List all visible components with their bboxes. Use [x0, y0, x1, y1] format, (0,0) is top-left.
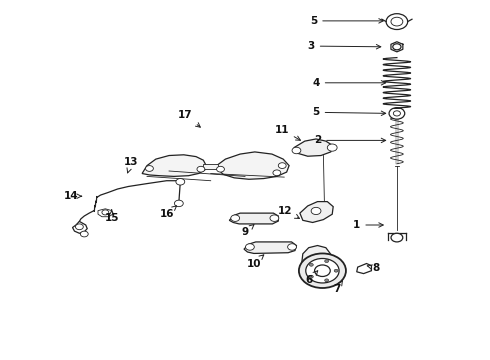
Circle shape — [306, 258, 339, 283]
Text: 11: 11 — [274, 125, 300, 140]
Polygon shape — [229, 213, 278, 224]
Circle shape — [80, 231, 88, 237]
Text: 12: 12 — [278, 206, 299, 219]
Circle shape — [174, 200, 183, 207]
Circle shape — [389, 108, 405, 119]
Circle shape — [386, 14, 408, 30]
Text: 9: 9 — [242, 225, 254, 237]
Text: 14: 14 — [64, 191, 81, 201]
Text: 7: 7 — [333, 281, 343, 294]
Circle shape — [270, 215, 279, 221]
Circle shape — [391, 233, 403, 242]
Text: 1: 1 — [353, 220, 383, 230]
Text: 5: 5 — [310, 16, 383, 26]
Polygon shape — [142, 155, 206, 176]
Polygon shape — [301, 246, 332, 284]
Circle shape — [273, 170, 281, 176]
Polygon shape — [98, 209, 113, 217]
Circle shape — [309, 264, 313, 266]
Circle shape — [325, 279, 329, 282]
Polygon shape — [300, 202, 333, 222]
Circle shape — [217, 166, 224, 172]
Circle shape — [176, 179, 185, 185]
Text: 3: 3 — [308, 41, 381, 51]
Text: 8: 8 — [367, 263, 380, 273]
Circle shape — [292, 147, 301, 154]
Circle shape — [197, 166, 205, 172]
Circle shape — [334, 269, 338, 272]
Text: 17: 17 — [178, 110, 200, 127]
Polygon shape — [244, 242, 296, 253]
Polygon shape — [203, 164, 218, 169]
Circle shape — [325, 260, 329, 262]
Polygon shape — [357, 264, 371, 274]
Circle shape — [299, 253, 346, 288]
Circle shape — [311, 207, 321, 215]
Circle shape — [231, 215, 240, 221]
Text: 5: 5 — [313, 107, 386, 117]
Circle shape — [315, 265, 330, 276]
Circle shape — [288, 244, 296, 250]
Circle shape — [102, 210, 109, 215]
Circle shape — [309, 275, 313, 278]
Text: 6: 6 — [305, 271, 318, 285]
Text: 15: 15 — [104, 210, 119, 223]
Text: 4: 4 — [312, 78, 386, 88]
Circle shape — [278, 163, 286, 168]
Circle shape — [75, 224, 83, 230]
Text: 13: 13 — [124, 157, 139, 173]
Circle shape — [146, 166, 153, 171]
Circle shape — [393, 111, 400, 116]
Polygon shape — [73, 221, 87, 233]
Circle shape — [391, 17, 403, 26]
Circle shape — [393, 44, 401, 50]
Text: 2: 2 — [314, 135, 386, 145]
Circle shape — [245, 244, 254, 250]
Polygon shape — [294, 139, 333, 156]
Circle shape — [327, 144, 337, 151]
Polygon shape — [216, 152, 289, 179]
Text: 16: 16 — [159, 206, 176, 219]
Text: 10: 10 — [246, 255, 264, 269]
